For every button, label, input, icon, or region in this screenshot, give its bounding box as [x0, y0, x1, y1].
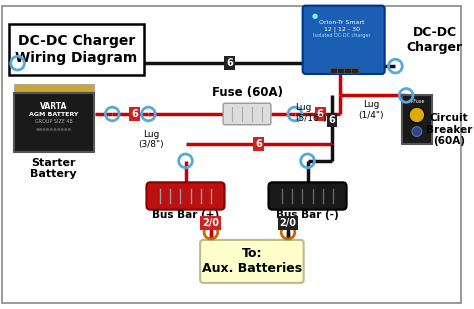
FancyBboxPatch shape [402, 95, 431, 144]
FancyBboxPatch shape [200, 240, 304, 283]
Text: T-Fuse: T-Fuse [409, 99, 425, 104]
Text: 6: 6 [317, 109, 324, 119]
FancyBboxPatch shape [337, 68, 344, 73]
Text: ●: ● [311, 13, 318, 19]
FancyBboxPatch shape [223, 103, 271, 125]
Text: Lug
(3/8"): Lug (3/8") [138, 129, 164, 149]
Text: VARTA: VARTA [40, 102, 67, 111]
Text: DC-DC Charger
Wiring Diagram: DC-DC Charger Wiring Diagram [15, 34, 137, 65]
FancyBboxPatch shape [303, 6, 385, 74]
Text: Fuse (60A): Fuse (60A) [211, 86, 283, 99]
FancyBboxPatch shape [14, 84, 94, 94]
FancyBboxPatch shape [268, 182, 346, 210]
Text: AGM BATTERY: AGM BATTERY [29, 112, 78, 117]
Text: 12 | 12 - 30: 12 | 12 - 30 [324, 26, 360, 32]
Text: ●●●●●●●●●●: ●●●●●●●●●● [36, 128, 72, 132]
Text: To:
Aux. Batteries: To: Aux. Batteries [202, 248, 302, 275]
Text: 6: 6 [328, 115, 335, 125]
FancyBboxPatch shape [344, 68, 351, 73]
Circle shape [409, 107, 425, 123]
FancyBboxPatch shape [351, 68, 358, 73]
Text: Isolated DC-DC charger: Isolated DC-DC charger [313, 33, 371, 38]
Text: 6: 6 [226, 58, 233, 68]
Text: Bus Bar (+): Bus Bar (+) [152, 210, 219, 219]
Circle shape [412, 127, 422, 137]
FancyBboxPatch shape [14, 94, 94, 152]
Text: 2/0: 2/0 [202, 218, 219, 228]
Text: Orion-Tr Smart: Orion-Tr Smart [319, 20, 365, 25]
FancyBboxPatch shape [146, 182, 225, 210]
Text: Bus Bar (-): Bus Bar (-) [276, 210, 339, 219]
Text: DC-DC
Charger: DC-DC Charger [406, 26, 463, 54]
Text: 2/0: 2/0 [280, 218, 297, 228]
Text: Circuit
Breaker
(60A): Circuit Breaker (60A) [426, 113, 472, 146]
Text: 6: 6 [255, 139, 262, 149]
FancyBboxPatch shape [9, 24, 144, 75]
Text: Lug
(1/4"): Lug (1/4") [358, 100, 384, 120]
Text: Starter
Battery: Starter Battery [30, 158, 77, 180]
Text: GROUP SIZE 48: GROUP SIZE 48 [35, 119, 73, 124]
FancyBboxPatch shape [330, 68, 337, 73]
Text: 6: 6 [131, 109, 138, 119]
Text: Lug
(5/16"): Lug (5/16") [295, 103, 326, 123]
